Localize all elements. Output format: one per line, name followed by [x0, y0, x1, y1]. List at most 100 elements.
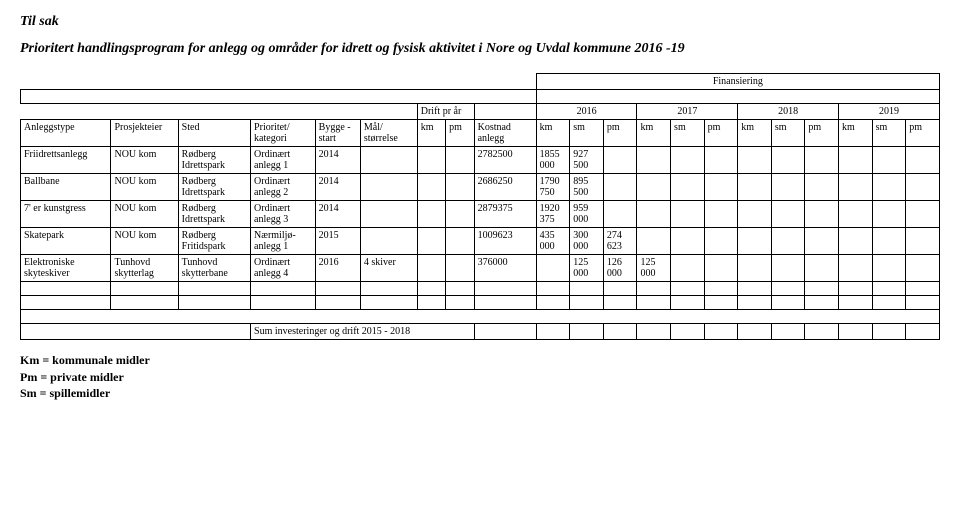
cell-kostnad: 2686250 [474, 173, 536, 200]
cell-d_km [417, 146, 445, 173]
cell-prosjekteier: NOU kom [111, 146, 178, 173]
cell-y17_km [637, 146, 671, 173]
hdr-bygge: Bygge - start [315, 119, 360, 146]
cell-y17_sm [671, 146, 705, 173]
cell-y19_pm [906, 254, 940, 281]
hdr-17-sm: sm [671, 119, 705, 146]
empty-row [21, 281, 940, 295]
cell-d_pm [446, 146, 474, 173]
cell-mal [360, 227, 417, 254]
cell-y19_pm [906, 200, 940, 227]
table-row: SkateparkNOU komRødberg FritidsparkNærmi… [21, 227, 940, 254]
cell-y18_pm [805, 254, 839, 281]
cell-bygge: 2016 [315, 254, 360, 281]
cell-y16_sm: 927 500 [570, 146, 604, 173]
cell-y19_sm [872, 227, 906, 254]
column-header-row: Anleggstype Prosjekteier Sted Prioritet/… [21, 119, 940, 146]
main-table: Finansiering Drift pr år 2016 2017 2018 … [20, 73, 940, 340]
cell-y19_km [839, 146, 873, 173]
cell-y17_sm [671, 173, 705, 200]
sum-label: Sum investeringer og drift 2015 - 2018 [251, 323, 475, 339]
cell-kostnad: 1009623 [474, 227, 536, 254]
cell-kostnad: 2879375 [474, 200, 536, 227]
cell-y18_km [738, 254, 772, 281]
hdr-prosjekteier: Prosjekteier [111, 119, 178, 146]
hdr-16-km: km [536, 119, 570, 146]
cell-prosjekteier: NOU kom [111, 227, 178, 254]
cell-y17_pm [704, 254, 738, 281]
hdr-d-pm: pm [446, 119, 474, 146]
cell-anleggstype: Elektroniske skyteskiver [21, 254, 111, 281]
cell-y16_pm [603, 200, 637, 227]
cell-y19_km [839, 254, 873, 281]
cell-d_pm [446, 200, 474, 227]
cell-y18_pm [805, 227, 839, 254]
cell-d_pm [446, 173, 474, 200]
table-row: Elektroniske skyteskiverTunhovd skytterl… [21, 254, 940, 281]
cell-d_km [417, 200, 445, 227]
cell-y17_pm [704, 227, 738, 254]
cell-y19_km [839, 173, 873, 200]
cell-bygge: 2014 [315, 146, 360, 173]
cell-y18_pm [805, 146, 839, 173]
hdr-18-sm: sm [771, 119, 805, 146]
cell-y16_pm: 126 000 [603, 254, 637, 281]
hdr-18-pm: pm [805, 119, 839, 146]
cell-sted: Rødberg Idrettspark [178, 146, 250, 173]
cell-prioritet: Ordinært anlegg 3 [251, 200, 316, 227]
hdr-sted: Sted [178, 119, 250, 146]
cell-y18_sm [771, 146, 805, 173]
hdr-mal: Mål/ størrelse [360, 119, 417, 146]
cell-y18_pm [805, 173, 839, 200]
hdr-18-km: km [738, 119, 772, 146]
hdr-prioritet: Prioritet/ kategori [251, 119, 316, 146]
cell-y19_km [839, 200, 873, 227]
cell-y19_pm [906, 146, 940, 173]
cell-y16_pm [603, 173, 637, 200]
cell-anleggstype: Friidrettsanlegg [21, 146, 111, 173]
cell-y18_pm [805, 200, 839, 227]
cell-mal: 4 skiver [360, 254, 417, 281]
cell-y16_sm: 959 000 [570, 200, 604, 227]
cell-y18_km [738, 200, 772, 227]
cell-sted: Rødberg Idrettspark [178, 173, 250, 200]
cell-y17_km: 125 000 [637, 254, 671, 281]
hdr-16-sm: sm [570, 119, 604, 146]
cell-y16_sm: 300 000 [570, 227, 604, 254]
legend-pm: Pm = private midler [20, 369, 940, 386]
years-row: Drift pr år 2016 2017 2018 2019 [21, 103, 940, 119]
cell-y17_km [637, 227, 671, 254]
cell-d_pm [446, 227, 474, 254]
cell-y19_sm [872, 146, 906, 173]
cell-d_km [417, 173, 445, 200]
legend: Km = kommunale midler Pm = private midle… [20, 352, 940, 402]
cell-anleggstype: 7' er kunstgress [21, 200, 111, 227]
page-heading: Til sak [20, 14, 940, 30]
cell-y16_km: 1790 750 [536, 173, 570, 200]
cell-prioritet: Ordinært anlegg 4 [251, 254, 316, 281]
cell-d_pm [446, 254, 474, 281]
cell-y18_sm [771, 227, 805, 254]
empty-row [21, 295, 940, 309]
cell-sted: Tunhovd skytterbane [178, 254, 250, 281]
cell-y16_pm: 274 623 [603, 227, 637, 254]
cell-prioritet: Ordinært anlegg 1 [251, 146, 316, 173]
cell-y16_sm: 125 000 [570, 254, 604, 281]
cell-prosjekteier: NOU kom [111, 173, 178, 200]
cell-sted: Rødberg Fritidspark [178, 227, 250, 254]
cell-y16_pm [603, 146, 637, 173]
cell-y16_km: 1855 000 [536, 146, 570, 173]
hdr-19-sm: sm [872, 119, 906, 146]
hdr-kostnad: Kostnad anlegg [474, 119, 536, 146]
cell-y19_km [839, 227, 873, 254]
table-row: FriidrettsanleggNOU komRødberg Idrettspa… [21, 146, 940, 173]
empty-row [21, 309, 940, 323]
cell-y19_sm [872, 200, 906, 227]
cell-mal [360, 200, 417, 227]
table-row: 7' er kunstgressNOU komRødberg Idrettspa… [21, 200, 940, 227]
year-2016: 2016 [536, 103, 637, 119]
cell-y16_km: 1920 375 [536, 200, 570, 227]
cell-y19_pm [906, 227, 940, 254]
financing-label: Finansiering [536, 73, 939, 89]
spacer-row [21, 89, 940, 103]
